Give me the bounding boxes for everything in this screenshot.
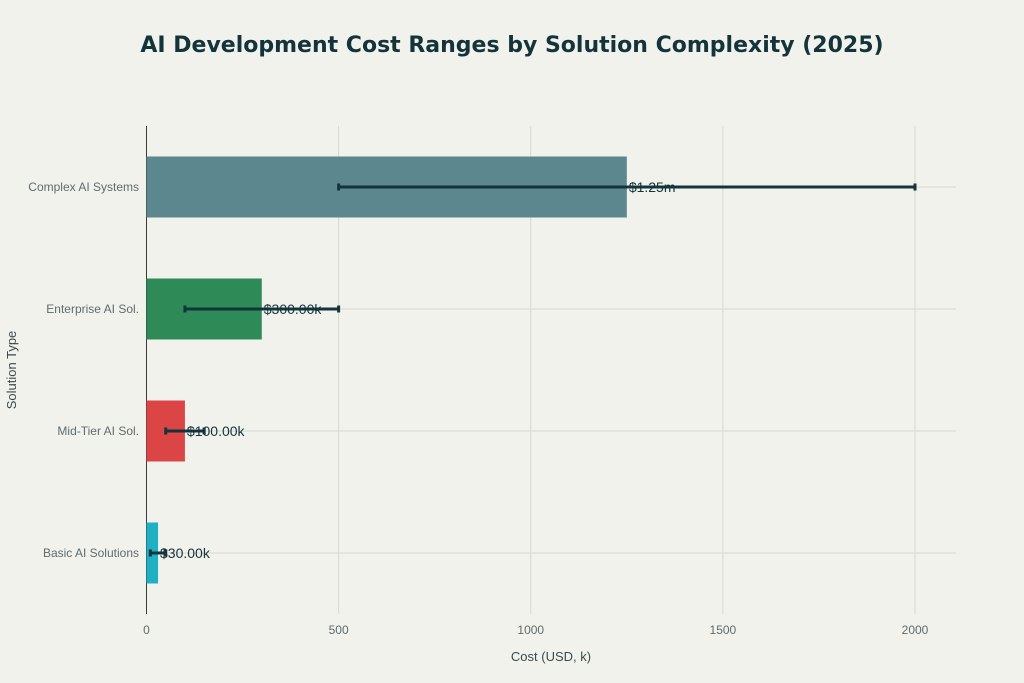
- x-tick-label: 500: [329, 623, 349, 637]
- y-tick-label: Mid-Tier AI Sol.: [57, 424, 139, 438]
- data-label: $100.00k: [187, 423, 246, 439]
- x-tick-label: 1000: [517, 623, 544, 637]
- x-axis-label: Cost (USD, k): [511, 649, 591, 664]
- tick-labels: 0 500 1000 1500 2000 Basic AI Solutions Mid-Ti…: [28, 180, 928, 637]
- y-tick-label: Enterprise AI Sol.: [46, 302, 139, 316]
- y-tick-label: Basic AI Solutions: [43, 546, 139, 560]
- x-tick-label: 1500: [710, 623, 737, 637]
- data-label: $300.00k: [264, 301, 323, 317]
- x-tick-label: 2000: [902, 623, 929, 637]
- y-tick-label: Complex AI Systems: [28, 180, 139, 194]
- error-bars: [148, 183, 917, 557]
- y-axis-label: Solution Type: [4, 331, 19, 410]
- data-labels: $30.00k $100.00k $300.00k $1.25m: [160, 179, 675, 561]
- data-label: $1.25m: [629, 179, 676, 195]
- x-tick-label: 0: [143, 623, 150, 637]
- chart-title: AI Development Cost Ranges by Solution C…: [140, 33, 883, 58]
- data-label: $30.00k: [160, 545, 211, 561]
- bars: [146, 156, 627, 584]
